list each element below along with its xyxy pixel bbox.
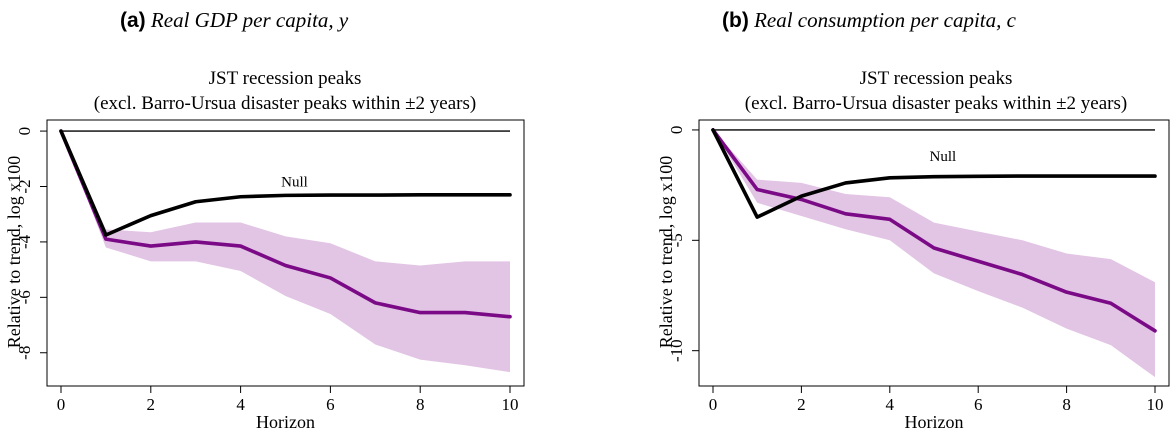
x-axis-label: Horizon: [905, 412, 964, 432]
x-tick-label: 4: [236, 395, 245, 414]
confidence-band: [61, 131, 510, 373]
null-label: Null: [930, 149, 957, 165]
estimate-line: [711, 128, 1157, 333]
x-tick-label: 10: [1147, 395, 1164, 414]
chart-subtitle: (excl. Barro-Ursua disaster peaks within…: [94, 93, 476, 114]
chart-subtitle: (excl. Barro-Ursua disaster peaks within…: [745, 93, 1127, 114]
y-tick-label: -4: [15, 234, 34, 249]
y-axis-label: Relative to trend, log x100: [4, 156, 24, 348]
chart-title: JST recession peaks: [209, 68, 362, 89]
y-tick-label: -5: [667, 233, 686, 247]
caption-b: (b) Real consumption per capita, c: [722, 8, 1016, 33]
caption-a-text: Real GDP per capita, y: [150, 8, 349, 32]
chart-panel-a: JST recession peaks (excl. Barro-Ursua di…: [4, 68, 525, 432]
x-tick-label: 0: [709, 395, 718, 414]
x-tick-label: 2: [797, 395, 806, 414]
y-tick-label: 0: [667, 126, 686, 135]
y-tick-label: 0: [15, 127, 34, 136]
null-line: [711, 128, 1157, 219]
confidence-band: [713, 129, 1155, 378]
chart-panel-b: JST recession peaks (excl. Barro-Ursua di…: [656, 68, 1170, 432]
y-tick-label: -8: [15, 346, 34, 360]
y-tick-label: -6: [15, 290, 34, 304]
estimate-line: [59, 129, 512, 319]
x-tick-label: 6: [326, 395, 335, 414]
caption-b-label: (b): [722, 9, 749, 32]
x-tick-label: 0: [57, 395, 66, 414]
caption-b-text: Real consumption per capita, c: [754, 8, 1016, 32]
null-line: [59, 129, 512, 237]
x-tick-label: 8: [416, 395, 425, 414]
x-tick-label: 10: [502, 395, 519, 414]
plot-frame: [698, 119, 1170, 387]
x-axis-label: Horizon: [256, 412, 315, 432]
null-label: Null: [281, 175, 308, 191]
caption-a-label: (a): [120, 9, 146, 32]
caption-a: (a) Real GDP per capita, y: [120, 8, 348, 33]
y-tick-label: -2: [15, 179, 34, 193]
chart-title: JST recession peaks: [860, 68, 1013, 89]
x-tick-label: 2: [147, 395, 156, 414]
plot-frame: [46, 119, 525, 387]
x-tick-label: 6: [974, 395, 983, 414]
y-axis-label: Relative to trend, log x100: [656, 156, 676, 348]
x-tick-label: 4: [886, 395, 895, 414]
x-tick-label: 8: [1062, 395, 1071, 414]
y-tick-label: -10: [667, 339, 686, 362]
